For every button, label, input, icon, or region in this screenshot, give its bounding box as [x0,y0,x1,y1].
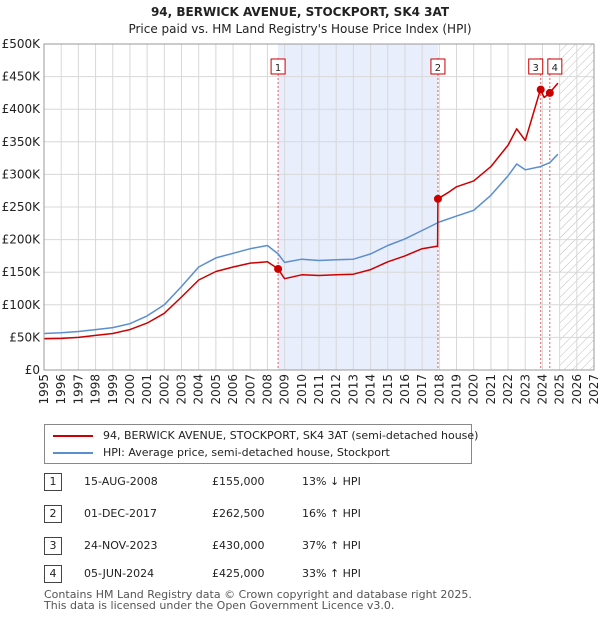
x-tick-label: 2018 [432,374,446,405]
x-tick-label: 2015 [381,374,395,405]
footer: Contains HM Land Registry data © Crown c… [44,589,472,611]
x-tick-label: 2012 [329,374,343,405]
x-tick-label: 1998 [89,374,103,405]
x-tick-label: 2026 [570,374,584,405]
x-tick-label: 2008 [260,374,274,405]
x-tick-label: 2019 [450,374,464,405]
sale-point [545,88,554,97]
x-tick-label: 1996 [54,374,68,405]
sale-number: 4 [44,565,62,583]
sale-hpi-change: 37% ↑ HPI [302,539,361,552]
sale-point [433,194,442,203]
sale-row: 4 05-JUN-2024 £425,000 33% ↑ HPI [44,564,404,584]
legend: 94, BERWICK AVENUE, STOCKPORT, SK4 3AT (… [44,424,478,464]
x-tick-label: 2006 [226,374,240,405]
price-chart: 94, BERWICK AVENUE, STOCKPORT, SK4 3AT P… [2,5,600,405]
y-tick-label: £200K [2,233,42,247]
x-tick-label: 2009 [278,374,292,405]
sale-number-label: 4 [552,63,558,74]
sale-row: 1 15-AUG-2008 £155,000 13% ↓ HPI [44,472,404,492]
sale-number: 3 [44,537,62,555]
y-tick-label: £250K [2,200,42,214]
legend-label-property: 94, BERWICK AVENUE, STOCKPORT, SK4 3AT (… [103,429,479,442]
x-tick-label: 2010 [295,374,309,405]
x-tick-label: 2024 [535,374,549,405]
sale-date: 01-DEC-2017 [84,507,158,520]
y-tick-label: £300K [2,167,42,181]
sale-number-box [547,58,563,75]
y-tick-label: £400K [2,102,42,116]
legend-swatch-hpi [53,452,93,454]
y-tick-label: £350K [2,135,42,149]
sale-number-label: 2 [435,63,441,74]
y-tick-label: £150K [2,265,42,279]
x-tick-label: 2027 [587,374,600,405]
y-tick-label: £100K [2,298,42,312]
x-tick-label: 2021 [484,374,498,405]
sale-number-label: 1 [275,63,281,74]
sale-price: £262,500 [212,507,265,520]
sale-number-box [430,58,446,75]
x-tick-label: 2025 [553,374,567,405]
x-tick-label: 2011 [312,374,326,405]
legend-label-hpi: HPI: Average price, semi-detached house,… [103,446,390,459]
plot-frame [43,43,595,371]
series-group [44,82,559,340]
sale-number: 2 [44,505,62,523]
sale-row: 3 24-NOV-2023 £430,000 37% ↑ HPI [44,536,404,556]
footer-licence: This data is licensed under the Open Gov… [44,599,395,612]
x-tick-label: 2002 [157,374,171,405]
x-tick-label: 2005 [209,374,223,405]
x-tick-label: 2017 [415,374,429,405]
sale-number-box [270,58,286,75]
y-tick-label: £50K [9,330,41,344]
y-tick-label: £450K [2,70,42,84]
hpi-line [44,153,559,335]
sale-date: 24-NOV-2023 [84,539,158,552]
sale-point [536,85,545,94]
sale-number-box [528,58,544,75]
x-tick-label: 2004 [192,374,206,405]
sale-hpi-change: 13% ↓ HPI [302,475,361,488]
sale-price: £155,000 [212,475,265,488]
x-tick-label: 2014 [364,374,378,405]
x-tick-label: 2000 [123,374,137,405]
sale-hpi-change: 33% ↑ HPI [302,567,361,580]
y-tick-label: £0 [25,363,40,377]
x-tick-label: 2022 [501,374,515,405]
footer-copyright: Contains HM Land Registry data © Crown c… [44,588,472,601]
x-tick-label: 2007 [243,374,257,405]
sale-number-label: 3 [533,63,539,74]
x-tick-label: 1997 [71,374,85,405]
sale-date: 05-JUN-2024 [84,567,155,580]
x-tick-label: 1995 [37,374,51,405]
sale-row: 2 01-DEC-2017 £262,500 16% ↑ HPI [44,504,404,524]
sale-point [274,264,283,273]
sale-hpi-change: 16% ↑ HPI [302,507,361,520]
chart-subtitle: Price paid vs. HM Land Registry's House … [128,22,471,36]
x-tick-label: 2013 [346,374,360,405]
x-tick-label: 2023 [518,374,532,405]
chart-title: 94, BERWICK AVENUE, STOCKPORT, SK4 3AT [151,5,450,19]
sale-price: £425,000 [212,567,265,580]
x-tick-label: 2003 [175,374,189,405]
y-tick-label: £500K [2,37,42,51]
sale-date: 15-AUG-2008 [84,475,158,488]
x-tick-label: 2001 [140,374,154,405]
sale-price: £430,000 [212,539,265,552]
x-tick-label: 2016 [398,374,412,405]
x-tick-label: 1999 [106,374,120,405]
sale-number: 1 [44,473,62,491]
x-tick-label: 2020 [467,374,481,405]
property-price-line [44,82,559,340]
legend-swatch-property [53,435,93,437]
